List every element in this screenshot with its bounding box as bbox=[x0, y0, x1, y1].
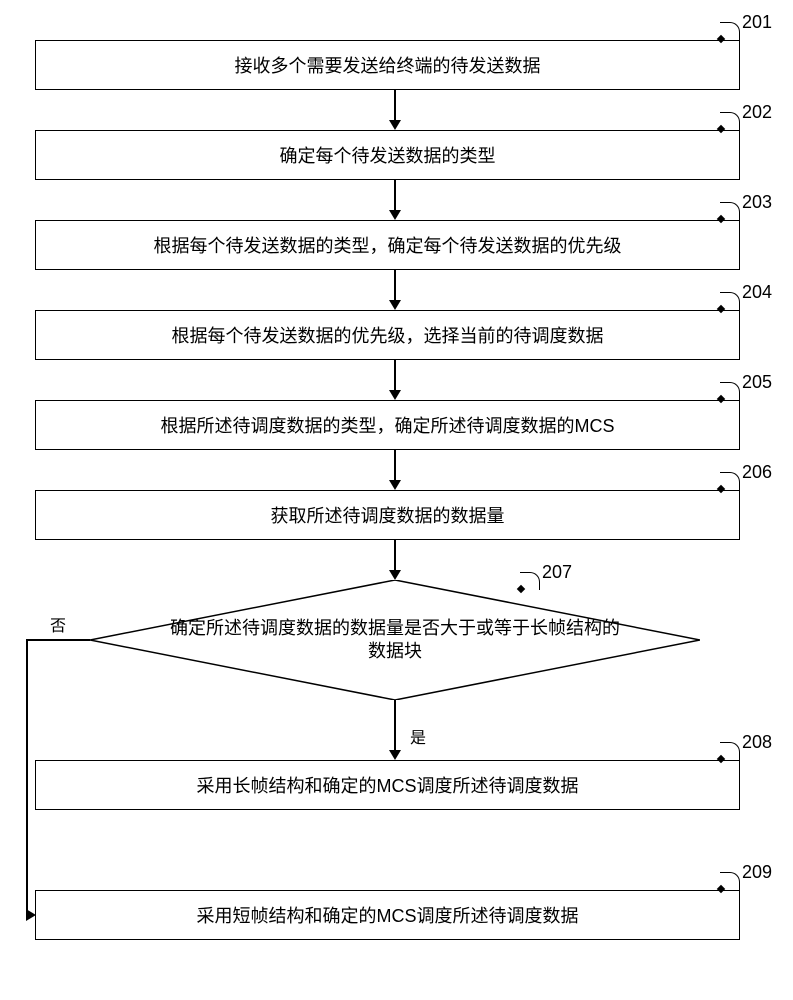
edge-label-no: 否 bbox=[50, 612, 66, 636]
callout-208 bbox=[720, 742, 740, 760]
callout-201 bbox=[720, 22, 740, 40]
arrow-head bbox=[389, 570, 401, 580]
step-text: 确定每个待发送数据的类型 bbox=[280, 142, 496, 168]
edge bbox=[394, 540, 396, 570]
edge bbox=[394, 450, 396, 480]
flow-step-208: 采用长帧结构和确定的MCS调度所述待调度数据 bbox=[35, 760, 740, 810]
arrow-head bbox=[389, 480, 401, 490]
flow-step-205: 根据所述待调度数据的类型，确定所述待调度数据的MCS bbox=[35, 400, 740, 450]
arrow-head bbox=[389, 390, 401, 400]
arrow-head bbox=[389, 750, 401, 760]
edge-no-h1 bbox=[27, 639, 90, 641]
step-text: 根据每个待发送数据的类型，确定每个待发送数据的优先级 bbox=[154, 232, 622, 258]
step-text: 采用短帧结构和确定的MCS调度所述待调度数据 bbox=[197, 902, 579, 928]
step-label-208: 208 bbox=[742, 732, 772, 753]
edge-label-yes: 是 bbox=[410, 724, 426, 748]
step-text: 接收多个需要发送给终端的待发送数据 bbox=[235, 52, 541, 78]
step-text: 根据所述待调度数据的类型，确定所述待调度数据的MCS bbox=[161, 412, 615, 438]
flow-step-202: 确定每个待发送数据的类型 bbox=[35, 130, 740, 180]
edge-yes bbox=[394, 700, 396, 750]
step-text: 采用长帧结构和确定的MCS调度所述待调度数据 bbox=[197, 772, 579, 798]
step-label-201: 201 bbox=[742, 12, 772, 33]
edge bbox=[394, 360, 396, 390]
callout-207 bbox=[520, 572, 540, 590]
step-text: 根据每个待发送数据的优先级，选择当前的待调度数据 bbox=[172, 322, 604, 348]
step-label-204: 204 bbox=[742, 282, 772, 303]
arrow-head bbox=[389, 120, 401, 130]
step-label-205: 205 bbox=[742, 372, 772, 393]
flow-step-209: 采用短帧结构和确定的MCS调度所述待调度数据 bbox=[35, 890, 740, 940]
edge bbox=[394, 180, 396, 210]
edge-no-v bbox=[26, 639, 28, 915]
arrow-head bbox=[389, 300, 401, 310]
callout-203 bbox=[720, 202, 740, 220]
step-label-209: 209 bbox=[742, 862, 772, 883]
flowchart-container: 接收多个需要发送给终端的待发送数据 201 确定每个待发送数据的类型 202 根… bbox=[20, 20, 773, 980]
step-label-207: 207 bbox=[542, 562, 572, 583]
step-label-202: 202 bbox=[742, 102, 772, 123]
step-label-206: 206 bbox=[742, 462, 772, 483]
step-text: 获取所述待调度数据的数据量 bbox=[271, 502, 505, 528]
arrow-head bbox=[389, 210, 401, 220]
decision-text: 确定所述待调度数据的数据量是否大于或等于长帧结构的数据块 bbox=[170, 617, 620, 664]
edge bbox=[394, 270, 396, 300]
callout-209 bbox=[720, 872, 740, 890]
flow-step-204: 根据每个待发送数据的优先级，选择当前的待调度数据 bbox=[35, 310, 740, 360]
callout-205 bbox=[720, 382, 740, 400]
callout-206 bbox=[720, 472, 740, 490]
flow-step-201: 接收多个需要发送给终端的待发送数据 bbox=[35, 40, 740, 90]
edge bbox=[394, 90, 396, 120]
flow-step-206: 获取所述待调度数据的数据量 bbox=[35, 490, 740, 540]
step-label-203: 203 bbox=[742, 192, 772, 213]
flow-decision-207: 确定所述待调度数据的数据量是否大于或等于长帧结构的数据块 bbox=[90, 580, 700, 700]
callout-202 bbox=[720, 112, 740, 130]
flow-step-203: 根据每个待发送数据的类型，确定每个待发送数据的优先级 bbox=[35, 220, 740, 270]
callout-204 bbox=[720, 292, 740, 310]
